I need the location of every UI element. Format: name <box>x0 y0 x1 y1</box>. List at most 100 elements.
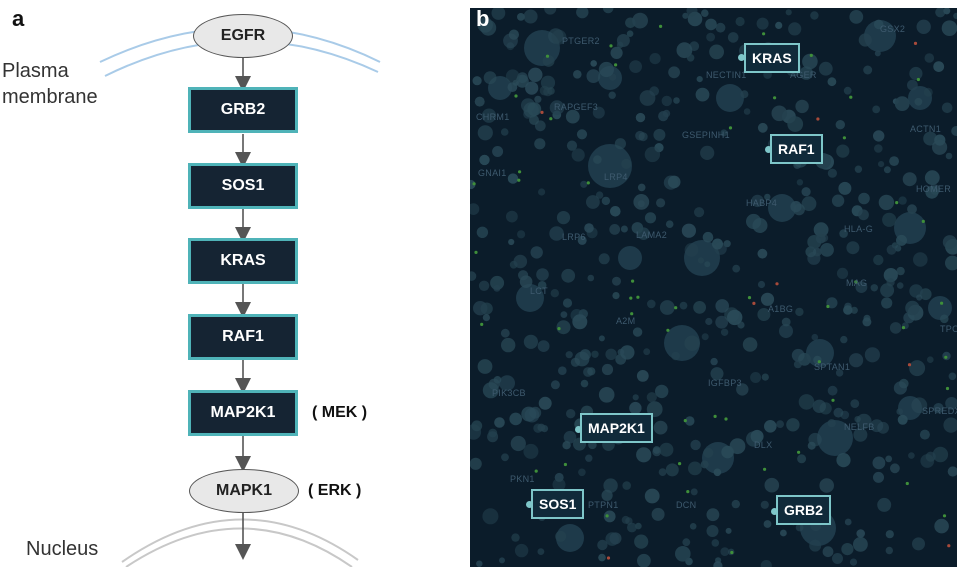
node-dot <box>614 63 618 67</box>
blob <box>797 454 807 464</box>
blob <box>561 268 576 283</box>
blob <box>760 560 772 567</box>
blob <box>493 284 501 292</box>
background-gene-label: HABP4 <box>746 198 778 208</box>
blob <box>827 168 837 178</box>
blob <box>646 392 657 403</box>
node-dot <box>913 41 918 46</box>
node-dot <box>947 544 951 548</box>
blob <box>579 349 591 361</box>
blob <box>632 394 639 401</box>
node-dot <box>659 24 663 28</box>
blob <box>488 428 498 438</box>
blob <box>757 122 768 133</box>
blob <box>506 210 518 223</box>
blob <box>735 16 745 27</box>
node-dot <box>752 301 756 305</box>
blob <box>598 553 606 562</box>
blob <box>715 315 729 329</box>
blob <box>539 85 550 96</box>
blob <box>889 156 899 167</box>
blob <box>534 95 542 103</box>
blob <box>470 271 477 281</box>
node-dot <box>713 414 717 418</box>
node-dot <box>540 110 544 114</box>
blob <box>480 19 497 36</box>
blob <box>474 96 485 107</box>
blob <box>795 523 804 532</box>
blob <box>525 81 539 95</box>
blob <box>940 314 949 324</box>
node-dot <box>773 96 777 100</box>
blob <box>886 244 897 255</box>
blob <box>945 255 957 271</box>
blob <box>893 381 907 395</box>
blob <box>651 507 665 521</box>
blob <box>880 283 895 298</box>
blob <box>801 196 817 212</box>
blob <box>571 148 585 162</box>
grb2-map-label: GRB2 <box>776 495 831 525</box>
kras-map-label: KRAS <box>744 43 800 73</box>
blob <box>488 378 500 390</box>
blob <box>706 525 719 537</box>
blob <box>885 530 894 539</box>
blob <box>896 266 905 276</box>
blob <box>833 407 844 418</box>
blob <box>779 324 793 339</box>
blob <box>549 226 564 241</box>
blob <box>863 65 873 75</box>
blob <box>476 560 483 567</box>
blob <box>756 17 769 30</box>
blob <box>923 87 933 97</box>
blob <box>523 443 539 459</box>
blob <box>570 357 580 367</box>
blob <box>849 353 864 368</box>
blob <box>806 339 834 367</box>
blob <box>873 471 884 483</box>
nuclear-envelope-inner <box>125 527 353 567</box>
blob <box>566 409 576 419</box>
blob <box>653 420 668 435</box>
blob <box>479 154 490 166</box>
blob <box>863 314 871 322</box>
blob <box>523 102 539 118</box>
blob <box>675 546 691 562</box>
blob <box>587 274 595 282</box>
blob <box>858 209 869 221</box>
background-gene-label: GSX2 <box>880 24 906 34</box>
node-dot <box>944 355 948 359</box>
blob <box>686 8 698 17</box>
nucleus-label: Nucleus <box>26 538 99 560</box>
background-gene-label: A1BG <box>768 304 794 314</box>
blob <box>480 302 493 315</box>
node-dot <box>514 94 518 98</box>
blob <box>909 66 923 81</box>
background-gene-label: SPREDX <box>922 406 957 416</box>
node-dot <box>831 398 835 402</box>
blob <box>820 243 834 257</box>
blob <box>793 360 802 369</box>
blob <box>943 417 957 433</box>
node-dot <box>724 417 728 421</box>
raf1-map-label: RAF1 <box>770 134 823 164</box>
blob <box>838 181 852 195</box>
node-dot <box>940 301 944 305</box>
node-dot <box>916 77 920 82</box>
blob <box>566 140 578 151</box>
blob <box>872 456 886 470</box>
blob <box>727 32 739 43</box>
blob <box>637 183 646 192</box>
node-dot <box>563 462 567 467</box>
sos1-node: SOS1 <box>188 163 298 209</box>
blob <box>477 359 493 374</box>
blob <box>612 276 621 286</box>
blob <box>902 172 917 187</box>
blob <box>658 468 667 476</box>
blob <box>686 54 695 62</box>
blob <box>932 446 949 463</box>
blob <box>771 105 788 122</box>
blob <box>690 488 698 496</box>
sos1-pin <box>526 501 533 508</box>
blob <box>580 180 588 188</box>
